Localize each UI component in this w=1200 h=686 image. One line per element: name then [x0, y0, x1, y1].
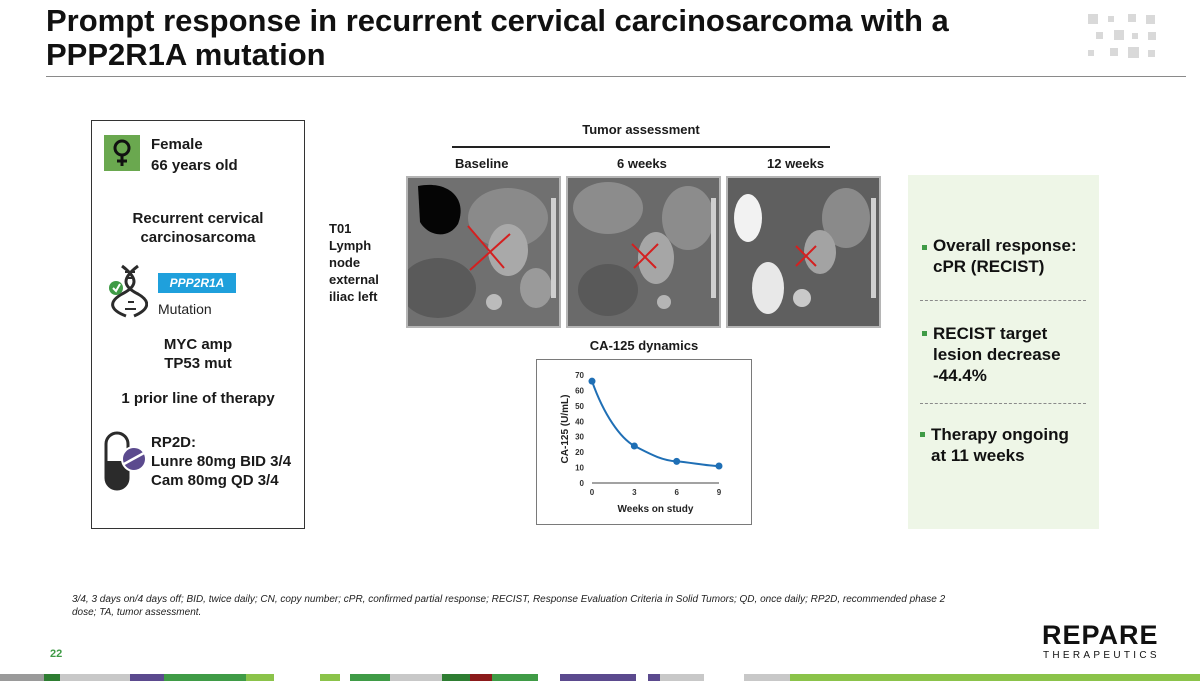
pill-icon: [104, 431, 148, 491]
ct-scan-12-weeks: [726, 176, 881, 328]
footer-color-strip: [0, 668, 1200, 681]
timepoint-baseline: Baseline: [455, 156, 509, 171]
marker-tp53: TP53 mut: [164, 355, 232, 372]
y-tick-label: 60: [575, 386, 584, 395]
ca125-chart: 0 10 20 30 40 50 60 70 0 3 6 9 Weeks on study CA-125 …: [536, 359, 752, 525]
x-tick-label: 3: [632, 488, 637, 497]
y-tick-label: 20: [575, 448, 584, 457]
therapy-ongoing: Therapy ongoing at 11 weeks: [931, 425, 1069, 465]
prior-therapy: 1 prior line of therapy: [121, 390, 275, 407]
x-tick-label: 9: [717, 488, 722, 497]
rp2d-label: RP2D:: [151, 434, 197, 451]
bullet-icon: [922, 245, 927, 250]
lesion-label: T01 Lymph node external iliac left: [329, 221, 379, 304]
chart-title: CA-125 dynamics: [589, 338, 699, 353]
female-symbol-icon: [104, 135, 140, 171]
x-tick-label: 6: [674, 488, 679, 497]
x-tick-label: 0: [590, 488, 595, 497]
bullet-icon: [922, 331, 927, 336]
title-divider: [46, 76, 1186, 77]
mutation-label: Mutation: [158, 301, 212, 317]
y-axis-label: CA-125 (U/mL): [560, 395, 571, 464]
marker-myc: MYC amp: [163, 336, 233, 353]
divider: [920, 403, 1086, 404]
y-tick-label: 0: [580, 479, 585, 488]
data-point: [715, 462, 723, 470]
diagnosis-line-2: carcinosarcoma: [140, 229, 256, 246]
data-point: [630, 442, 638, 450]
y-tick-label: 50: [575, 402, 584, 411]
y-tick-label: 70: [575, 371, 584, 380]
brand-name: REPARE: [1042, 620, 1159, 650]
slide-title: Prompt response in recurrent cervical ca…: [46, 3, 949, 72]
ct-scan-6-weeks: [566, 176, 721, 328]
data-point: [673, 457, 681, 465]
patient-sex: Female: [151, 136, 203, 153]
gene-badge: PPP2R1A: [158, 273, 236, 293]
response-panel: Overall response: cPR (RECIST) RECIST ta…: [908, 175, 1099, 529]
bullet-icon: [920, 432, 925, 437]
diagnosis-line-1: Recurrent cervical: [132, 210, 264, 227]
page-number: 22: [50, 648, 63, 660]
brand-subtitle: THERAPEUTICS: [1043, 650, 1160, 661]
rp2d-drug-2: Cam 80mg QD 3/4: [151, 472, 279, 489]
y-tick-label: 10: [575, 464, 584, 473]
timepoint-12-weeks: 12 weeks: [767, 156, 825, 171]
ca125-chart-svg: 0 10 20 30 40 50 60 70 0 3 6 9 Weeks on study CA-125 …: [560, 371, 723, 515]
dna-icon: [108, 264, 149, 318]
patient-card: Female 66 years old Recurrent cervical c…: [91, 120, 305, 529]
x-axis-label: Weeks on study: [618, 504, 694, 515]
divider: [920, 300, 1086, 301]
footnote: 3/4, 3 days on/4 days off; BID, twice da…: [72, 594, 946, 618]
overall-response: Overall response: cPR (RECIST): [933, 236, 1077, 276]
tumor-assessment-divider: [452, 146, 830, 148]
ca125-series-line: [591, 380, 720, 468]
decorative-dots-icon: [1086, 12, 1158, 62]
tumor-assessment-title: Tumor assessment: [582, 122, 700, 137]
timepoint-6-weeks: 6 weeks: [617, 156, 667, 171]
ct-scan-baseline: [406, 176, 561, 328]
data-point: [588, 377, 596, 385]
recist-target: RECIST target lesion decrease -44.4%: [933, 324, 1061, 385]
y-tick-label: 30: [575, 433, 584, 442]
company-logo: REPARE THERAPEUTICS: [1042, 620, 1160, 662]
y-tick-label: 40: [575, 417, 584, 426]
patient-age: 66 years old: [151, 157, 238, 174]
rp2d-drug-1: Lunre 80mg BID 3/4: [151, 453, 292, 470]
